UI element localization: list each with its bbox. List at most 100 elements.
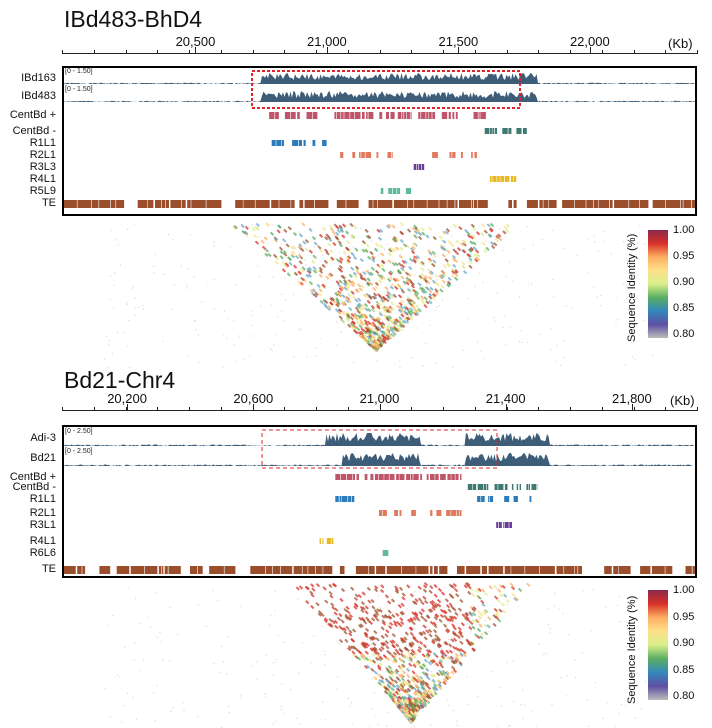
- heatmap-cell: [367, 342, 373, 348]
- heatmap-cell: [422, 698, 427, 703]
- heatmap-cell: [399, 681, 405, 687]
- heatmap-cell: [374, 242, 380, 247]
- heatmap-cell: [409, 288, 415, 293]
- heatmap-cell: [446, 262, 451, 267]
- heatmap-noise: [505, 344, 507, 346]
- minor-tick: [379, 50, 381, 54]
- heatmap-cell: [348, 613, 354, 619]
- heatmap-cell: [413, 611, 419, 616]
- feature: [362, 112, 365, 119]
- heatmap-cell: [460, 242, 465, 247]
- heatmap-cell: [354, 593, 359, 598]
- heatmap-cell: [359, 321, 364, 326]
- heatmap-cell: [403, 243, 408, 248]
- feature: [508, 128, 512, 134]
- heatmap-cell: [354, 316, 359, 321]
- heatmap-cell: [360, 608, 365, 613]
- heatmap-noise: [522, 717, 524, 720]
- heatmap-cell: [390, 659, 395, 664]
- heatmap-cell: [415, 255, 420, 260]
- feature: [509, 522, 512, 528]
- heatmap-cell: [422, 692, 428, 697]
- heatmap-cell: [377, 657, 382, 662]
- heatmap-cell: [387, 315, 393, 320]
- minor-tick: [474, 407, 476, 411]
- minor-tick: [443, 407, 444, 411]
- heatmap-cell: [496, 598, 501, 604]
- heatmap-noise: [337, 676, 339, 678]
- heatmap-noise: [269, 625, 271, 627]
- minor-tick: [633, 407, 635, 411]
- heatmap-noise: [183, 702, 185, 704]
- heatmap-noise: [333, 234, 335, 236]
- heatmap-cell: [411, 706, 416, 712]
- heatmap-noise: [119, 264, 121, 266]
- heatmap-cell: [372, 286, 377, 292]
- heatmap-cell: [318, 288, 323, 293]
- heatmap-cell: [452, 637, 458, 642]
- heatmap-noise: [575, 677, 577, 679]
- feature: [292, 140, 298, 146]
- heatmap-cell: [279, 250, 284, 255]
- heatmap-noise: [198, 334, 200, 336]
- major-tick: [253, 404, 255, 411]
- heatmap-cell: [438, 235, 443, 240]
- heatmap-cell: [398, 586, 404, 591]
- heatmap-cell: [436, 636, 441, 641]
- heatmap-cell: [482, 611, 487, 616]
- annotation-track-R1L1: [335, 496, 532, 502]
- heatmap-cell: [469, 641, 475, 646]
- heatmap-cell: [298, 233, 304, 238]
- heatmap-cell: [462, 270, 468, 275]
- heatmap-cell: [329, 272, 334, 277]
- heatmap-cell: [443, 652, 448, 658]
- feature: [665, 566, 673, 574]
- heatmap-cell: [321, 263, 326, 269]
- heatmap-noise: [523, 704, 525, 706]
- heatmap-noise: [299, 329, 301, 331]
- heatmap-noise: [126, 303, 128, 305]
- heatmap-noise: [448, 704, 450, 706]
- heatmap-noise: [109, 298, 111, 300]
- heatmap-cell: [334, 308, 340, 313]
- feature: [299, 200, 304, 208]
- heatmap-cell: [429, 270, 435, 275]
- heatmap-cell: [324, 236, 329, 241]
- heatmap-cell: [414, 290, 420, 295]
- heatmap-noise: [466, 317, 469, 320]
- major-tick: [127, 404, 129, 411]
- heatmap-cell: [403, 636, 408, 641]
- feature: [304, 200, 315, 208]
- minor-tick: [157, 50, 159, 54]
- heatmap-cell: [352, 324, 357, 329]
- heatmap-cell: [472, 246, 478, 251]
- feature: [531, 484, 537, 490]
- heatmap-noise: [632, 670, 634, 672]
- heatmap-cell: [400, 620, 405, 626]
- heatmap-cell: [356, 303, 362, 308]
- heatmap-cell: [368, 620, 374, 625]
- heatmap-cell: [379, 588, 385, 594]
- heatmap-cell: [408, 265, 413, 271]
- heatmap-noise: [315, 257, 317, 259]
- feature: [421, 112, 426, 119]
- heatmap-noise: [276, 316, 279, 318]
- heatmap-noise: [132, 696, 134, 698]
- heatmap-noise: [526, 226, 528, 228]
- heatmap-noise: [313, 246, 315, 248]
- heatmap-cell: [444, 230, 450, 235]
- heatmap-cell: [407, 681, 412, 686]
- heatmap-noise: [594, 241, 596, 243]
- colorbar-tick-label: 0.95: [673, 610, 695, 623]
- heatmap-noise: [507, 604, 509, 606]
- heatmap-cell: [425, 300, 430, 305]
- heatmap-cell: [310, 604, 315, 610]
- heatmap-cell: [350, 252, 355, 257]
- heatmap-noise: [114, 272, 116, 274]
- heatmap-cell: [444, 675, 450, 681]
- heatmap-cell: [431, 599, 436, 605]
- heatmap-noise: [387, 712, 389, 714]
- heatmap-cell: [318, 248, 323, 253]
- heatmap-noise: [229, 246, 232, 248]
- heatmap-cell: [263, 236, 268, 241]
